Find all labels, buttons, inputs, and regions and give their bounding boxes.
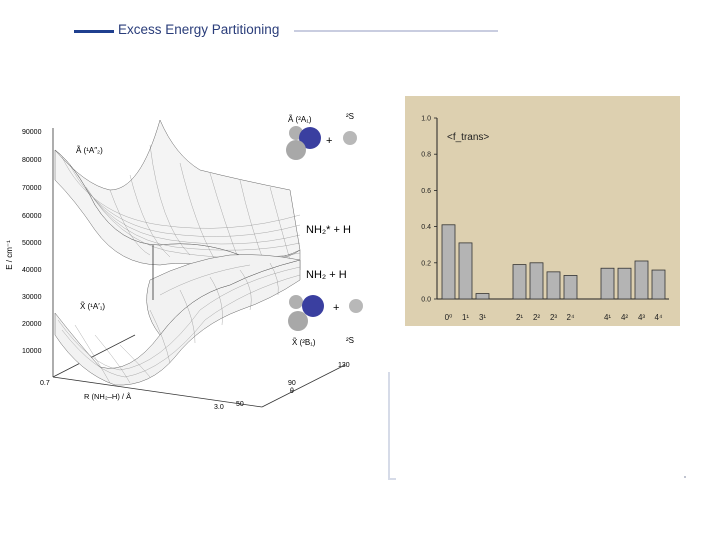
plus-sign-bottom: +: [333, 302, 339, 314]
pes-y-tick: 60000: [22, 213, 42, 220]
pes-x-tick-start: 0.7: [40, 380, 50, 387]
pes-y-axis-label: E / cm⁻¹: [5, 240, 14, 270]
bar: [529, 262, 544, 300]
potential-energy-surface-figure: E / cm⁻¹ 90000 80000 70000 60000 50000 4…: [5, 112, 363, 411]
bar-category-label: 4³: [638, 313, 645, 322]
bar: [634, 260, 649, 300]
bar-category-label: 4²: [621, 313, 628, 322]
upper-asymptote-label: NH₂* + H: [306, 224, 351, 236]
bar-category-label: 1¹: [462, 313, 469, 322]
h-atom-bottom-icon: [349, 299, 363, 313]
pes-y-tick: 10000: [22, 348, 42, 355]
bar-category-label: 4⁴: [655, 313, 663, 322]
h-atom-top-icon: [343, 131, 357, 145]
bar: [651, 269, 666, 300]
bar: [600, 267, 615, 300]
upper-product-state-label: Ã (²A₁): [288, 115, 312, 124]
pes-x-axis-label: R (NH₂–H) / Å: [84, 392, 131, 401]
pes-x-tick-end: 3.0: [214, 404, 224, 411]
bar-y-tick-label: 0.6: [421, 188, 431, 195]
h-atom-state-bottom: ²S: [346, 336, 354, 345]
pes-y-tick: 50000: [22, 240, 42, 247]
bar-y-tick-label: 1.0: [421, 116, 431, 123]
lower-product-state-label: X̃ (²B₁): [292, 338, 316, 347]
lower-surface-grid: [57, 262, 301, 384]
nh2-excited-molecule-icon: [286, 126, 321, 160]
bar-chart-svg: 1.0 0.8 0.6 0.4 0.2 0.0 <f_trans> 0⁰ 1¹ 3¹ 2¹ 2² 2³ 2…: [421, 116, 669, 322]
bar-y-tick-label: 0.2: [421, 260, 431, 267]
pes-angle-tick: 50: [236, 401, 244, 408]
bar: [617, 267, 632, 300]
translational-fraction-chart: 1.0 0.8 0.6 0.4 0.2 0.0 <f_trans> 0⁰ 1¹ 3¹ 2¹ 2² 2³ 2…: [405, 96, 680, 326]
bar: [441, 224, 456, 300]
title-rule: [294, 30, 498, 32]
bar: [458, 242, 473, 300]
bar-category-label: 2³: [550, 313, 557, 322]
pes-y-tick: 40000: [22, 267, 42, 274]
lower-blank-panel: [388, 372, 684, 480]
pes-angle-tick: 130: [338, 362, 350, 369]
bar-category-label: 2¹: [516, 313, 523, 322]
lower-state-label: X̃ (¹A′₁): [80, 302, 105, 311]
bar-category-label: 4¹: [604, 313, 611, 322]
pes-y-tick: 20000: [22, 321, 42, 328]
page-title: Excess Energy Partitioning: [118, 22, 280, 37]
bar-y-tick-label: 0.4: [421, 224, 431, 231]
h-atom-state-top: ²S: [346, 112, 354, 121]
upper-surface-mesh: [54, 119, 301, 276]
title-accent-bar: [74, 30, 114, 33]
slide-header: Excess Energy Partitioning: [74, 20, 504, 42]
bar-category-label: 2⁴: [567, 313, 575, 322]
plus-sign-top: +: [326, 135, 332, 147]
pes-y-tick: 90000: [22, 129, 42, 136]
bar-legend-label: <f_trans>: [447, 132, 489, 143]
bar-category-label: 2²: [533, 313, 540, 322]
upper-state-label: Ã (¹A″₂): [76, 146, 103, 155]
lower-asymptote-label: NH₂ + H: [306, 269, 347, 281]
nh2-ground-molecule-icon: [288, 295, 324, 331]
bar: [475, 293, 490, 300]
bar-y-tick-label: 0.0: [421, 297, 431, 304]
pes-y-tick: 30000: [22, 294, 42, 301]
lower-panel-bottom-edge: [388, 478, 396, 480]
bar-category-label: 3¹: [479, 313, 486, 322]
pes-y-tick: 70000: [22, 185, 42, 192]
lower-panel-corner-mark: [684, 476, 686, 478]
pes-y-axis: E / cm⁻¹ 90000 80000 70000 60000 50000 4…: [5, 128, 54, 357]
bar: [512, 264, 527, 300]
lower-panel-left-edge: [388, 372, 390, 480]
bar-y-tick-label: 0.8: [421, 152, 431, 159]
pes-angle-symbol: θ: [290, 388, 294, 395]
bar: [563, 275, 578, 300]
pes-y-tick: 80000: [22, 157, 42, 164]
pes-angle-tick: 90: [288, 380, 296, 387]
bar-category-label: 0⁰: [445, 313, 453, 322]
lower-surface-mesh: [54, 254, 301, 386]
bar: [546, 271, 561, 300]
